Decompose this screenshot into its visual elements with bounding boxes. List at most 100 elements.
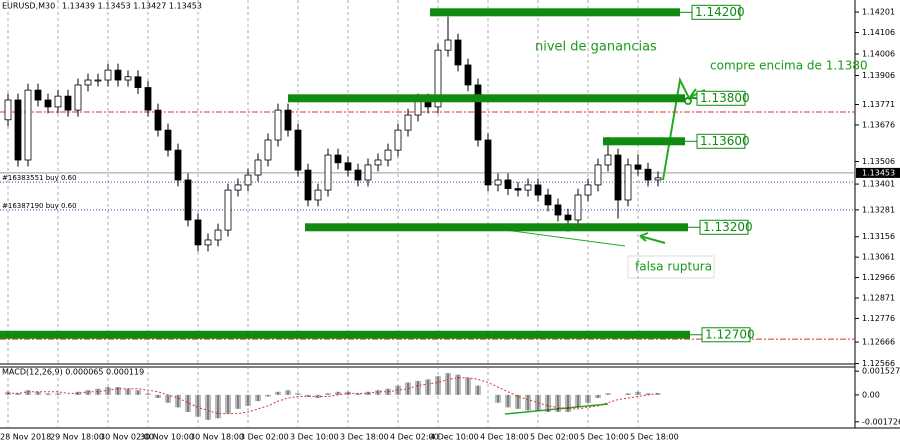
- y-tick-label: 1.13156: [862, 232, 895, 241]
- current-price-box: [856, 167, 900, 178]
- candle-body: [314, 189, 322, 201]
- y-tick-label: 1.14106: [862, 28, 895, 37]
- level-label: 1.13600: [700, 134, 750, 148]
- level-label: 1.14200: [695, 5, 745, 19]
- y-tick-label: 1.13676: [862, 120, 895, 129]
- level-label: 1.12700: [705, 327, 755, 341]
- candle-body: [354, 169, 362, 181]
- candle-body: [364, 164, 372, 181]
- level-bar: [288, 94, 685, 103]
- current-price-label: 1.13453: [862, 168, 895, 177]
- x-tick-label: 30 Nov 18:00: [190, 433, 244, 442]
- candle-body: [184, 179, 192, 221]
- candle-body: [194, 219, 202, 246]
- level-label-box: [696, 133, 746, 149]
- candle-body: [134, 76, 142, 88]
- y-tick-label: 1.12666: [862, 338, 895, 347]
- candle-body: [334, 154, 342, 164]
- candle-body: [374, 159, 382, 166]
- macd-y-tick-label: 0.001527: [862, 367, 900, 376]
- x-tick-label: 3 Dec 02:00: [240, 433, 289, 442]
- candle-body: [164, 129, 172, 151]
- level-label: 1.13200: [703, 220, 753, 234]
- macd-y-tick-label: 0.00: [862, 390, 880, 399]
- candle-body: [394, 129, 402, 151]
- candle-body: [104, 69, 112, 81]
- candle-body: [44, 99, 52, 108]
- order-label: #16383551 buy 0.60: [2, 174, 77, 182]
- candle-body: [474, 84, 482, 141]
- annotation-box: [627, 255, 715, 279]
- x-tick-label: 5 Dec 18:00: [630, 433, 679, 442]
- level-label-box: [699, 219, 749, 235]
- candle-body: [174, 149, 182, 181]
- y-tick-label: 1.13061: [862, 253, 895, 262]
- candle-body: [54, 95, 62, 108]
- candle-body: [154, 109, 162, 131]
- candle-body: [584, 184, 592, 196]
- candle-body: [504, 179, 512, 189]
- candle-body: [454, 39, 462, 66]
- symbol-title: EURUSD,M30: [2, 2, 55, 11]
- projection-arrow: [662, 76, 691, 181]
- candle-body: [214, 229, 222, 241]
- candle-body: [404, 114, 412, 131]
- ohlc-text: 1.13439 1.13453 1.13427 1.13453: [62, 2, 202, 11]
- order-label: #16387190 buy 0.60: [2, 202, 77, 210]
- level-bar: [305, 223, 688, 232]
- candle-body: [204, 239, 212, 246]
- annotation: falsa ruptura: [635, 260, 712, 274]
- candle-body: [564, 214, 572, 221]
- candle-body: [304, 169, 312, 201]
- candle-body: [114, 69, 122, 81]
- candle-body: [294, 129, 302, 171]
- macd-y-tick-label: -0.001726: [862, 417, 900, 426]
- candle-body: [634, 164, 642, 170]
- candle-body: [64, 95, 72, 111]
- annotation: nivel de ganancias: [535, 40, 657, 55]
- candle-body: [14, 99, 22, 161]
- x-tick-label: 28 Nov 2018: [0, 433, 51, 442]
- candle-body: [444, 39, 452, 51]
- candle-body: [24, 89, 32, 161]
- x-tick-label: 4 Dec 02:00: [390, 433, 439, 442]
- x-tick-label: 29 Nov 18:00: [50, 433, 104, 442]
- y-tick-label: 1.13771: [862, 100, 895, 109]
- candle-body: [434, 49, 442, 108]
- x-tick-label: 3 Dec 10:00: [290, 433, 339, 442]
- candle-body: [544, 194, 552, 206]
- candle-body: [94, 79, 102, 82]
- x-tick-label: 3 Dec 18:00: [340, 433, 389, 442]
- candle-body: [464, 64, 472, 86]
- candle-body: [324, 154, 332, 191]
- candle-body: [644, 168, 652, 181]
- y-tick-label: 1.12966: [862, 273, 895, 282]
- level-label-box: [696, 90, 746, 106]
- x-tick-label: 30 Nov 10:00: [140, 433, 194, 442]
- candle-body: [34, 89, 42, 101]
- candle-body: [654, 177, 662, 181]
- macd-signal: [8, 377, 659, 415]
- level-label: 1.13800: [700, 91, 750, 105]
- candle-body: [574, 194, 582, 221]
- candle-body: [224, 189, 232, 231]
- level-bar: [0, 330, 690, 339]
- candle-body: [4, 99, 12, 121]
- candle-body: [624, 164, 632, 201]
- candle-body: [84, 79, 92, 86]
- candle-body: [124, 76, 132, 81]
- candle-body: [514, 188, 522, 191]
- x-tick-label: 4 Dec 10:00: [430, 433, 479, 442]
- candle-body: [604, 154, 612, 166]
- y-tick-label: 1.13506: [862, 157, 895, 166]
- macd-title: MACD(12,26,9) 0.000065 0.000119: [2, 368, 144, 377]
- y-tick-label: 1.13906: [862, 71, 895, 80]
- level-bar: [603, 137, 685, 146]
- candle-body: [494, 179, 502, 186]
- y-tick-label: 1.12871: [862, 294, 895, 303]
- arrow: [639, 232, 666, 244]
- level-bar: [430, 8, 680, 17]
